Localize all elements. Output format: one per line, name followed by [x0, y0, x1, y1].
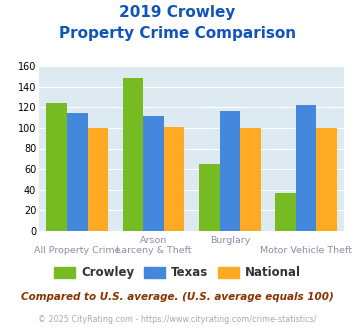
Text: Motor Vehicle Theft: Motor Vehicle Theft — [260, 246, 352, 255]
Text: All Property Crime: All Property Crime — [34, 246, 120, 255]
Legend: Crowley, Texas, National: Crowley, Texas, National — [49, 262, 306, 284]
Bar — [46, 103, 67, 231]
Bar — [67, 114, 88, 231]
Text: 2019 Crowley: 2019 Crowley — [119, 5, 236, 20]
Text: © 2025 CityRating.com - https://www.cityrating.com/crime-statistics/: © 2025 CityRating.com - https://www.city… — [38, 315, 317, 324]
Text: Arson: Arson — [140, 236, 167, 245]
Text: Compared to U.S. average. (U.S. average equals 100): Compared to U.S. average. (U.S. average … — [21, 292, 334, 302]
Bar — [275, 193, 296, 231]
Bar — [317, 128, 337, 231]
Bar — [199, 164, 219, 231]
Text: Property Crime Comparison: Property Crime Comparison — [59, 26, 296, 41]
Bar — [143, 115, 164, 231]
Text: Burglary: Burglary — [210, 236, 250, 245]
Bar — [219, 112, 240, 231]
Bar — [296, 105, 317, 231]
Bar — [164, 127, 185, 231]
Bar — [122, 79, 143, 231]
Bar — [240, 128, 261, 231]
Text: Larceny & Theft: Larceny & Theft — [116, 246, 191, 255]
Bar — [88, 128, 108, 231]
